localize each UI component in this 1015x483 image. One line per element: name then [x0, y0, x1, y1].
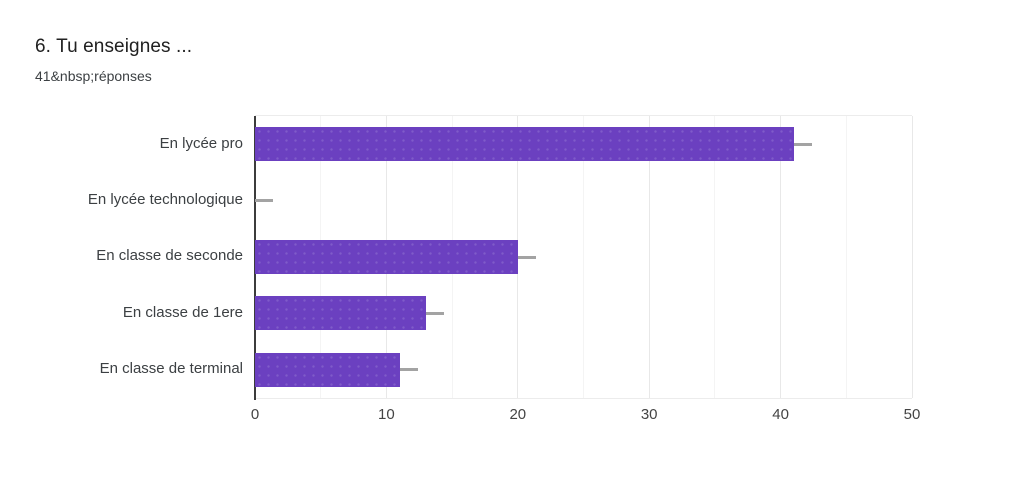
major-gridline [648, 116, 650, 398]
plot-area [254, 115, 913, 400]
annotation-stem [255, 199, 273, 203]
major-gridline [780, 116, 782, 398]
minor-gridline [714, 116, 716, 398]
response-count: 41&nbsp;réponses [35, 68, 152, 84]
category-label: En lycée pro [159, 134, 243, 152]
category-label: En classe de 1ere [122, 303, 243, 321]
annotation-stem [425, 311, 444, 315]
minor-gridline [583, 116, 584, 398]
annotation-stem [517, 255, 536, 259]
x-tick-label: 0 [250, 406, 260, 423]
category-label: En lycée technologique [87, 191, 243, 209]
x-tick-label: 40 [772, 406, 789, 423]
bar[interactable] [255, 240, 518, 274]
x-tick-label: 30 [640, 406, 658, 423]
category-label: En classe de terminal [99, 360, 243, 378]
category-label: En classe de seconde [96, 247, 243, 265]
bar[interactable] [255, 296, 426, 331]
bar[interactable] [255, 127, 794, 162]
bar[interactable] [255, 352, 400, 387]
x-tick-label: 10 [378, 406, 395, 423]
question-title: 6. Tu enseignes ... [35, 36, 193, 57]
major-gridline [911, 116, 913, 398]
x-tick-label: 20 [509, 406, 527, 423]
minor-gridline [845, 116, 847, 398]
annotation-stem [793, 142, 812, 146]
annotation-stem [399, 368, 418, 372]
x-tick-label: 50 [903, 406, 921, 423]
